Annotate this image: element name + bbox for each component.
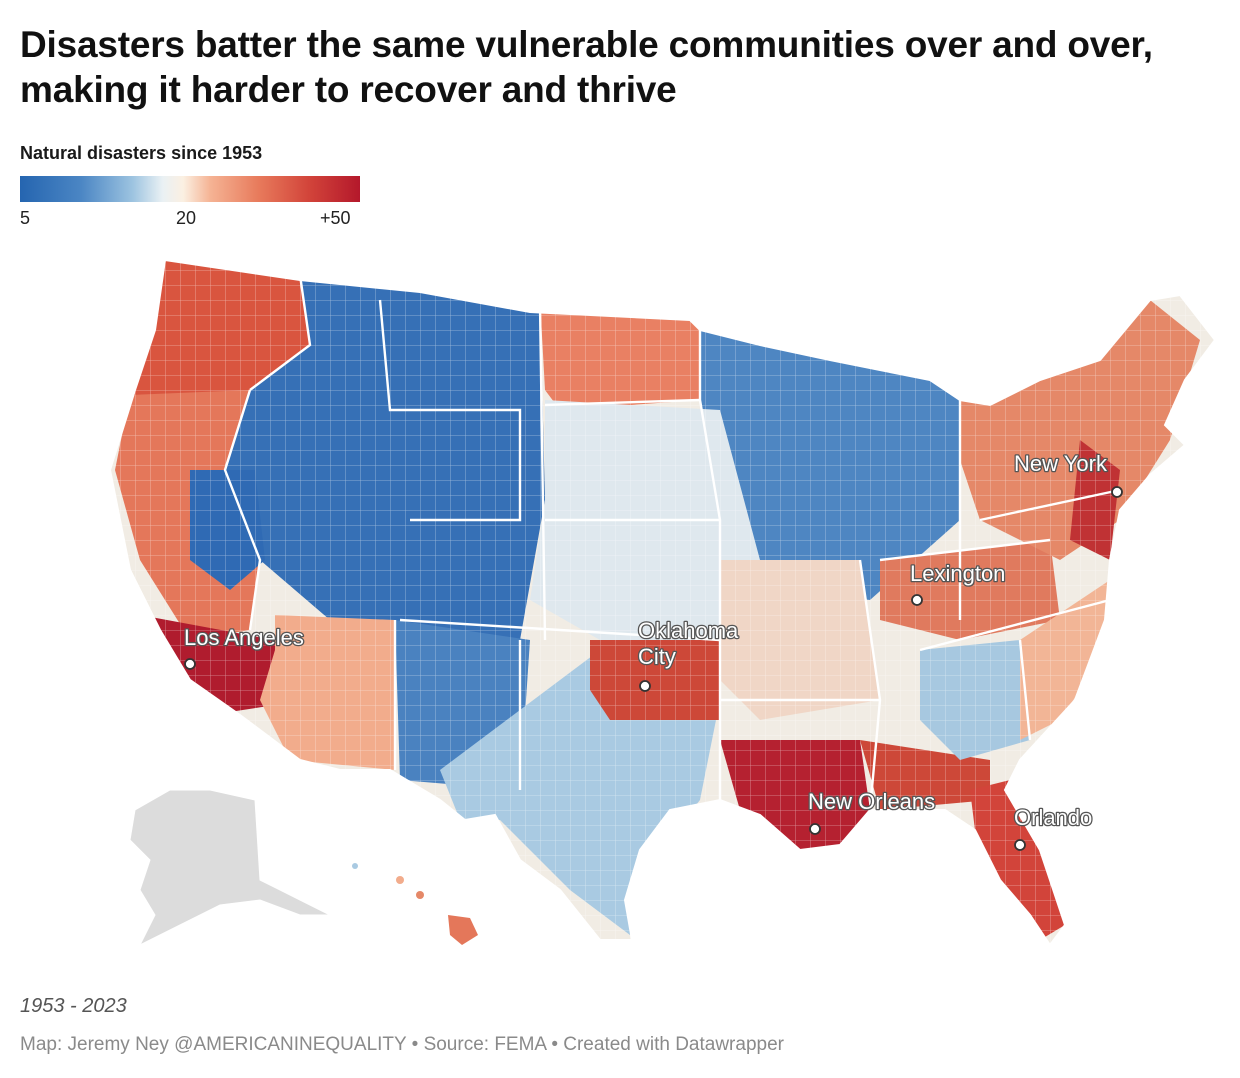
legend-title: Natural disasters since 1953 [20,143,263,163]
state-borders [223,274,1121,811]
hawaii [352,863,478,945]
city-label-new-york: New York [1014,451,1108,476]
legend-color-scale [20,176,360,202]
city-markers: Los Angeles Oklahoma City Lexington New … [183,450,1123,851]
city-marker-los-angeles[interactable] [184,658,196,670]
legend-max-label: +50 [320,208,351,228]
city-label-los-angeles: Los Angeles [184,625,304,650]
city-label-lexington: Lexington [910,561,1005,586]
city-label-new-orleans: New Orleans [808,789,935,814]
city-label-orlando: Orlando [1014,805,1092,830]
city-marker-new-orleans[interactable] [809,823,821,835]
city-marker-new-york[interactable] [1111,486,1123,498]
alaska [129,789,331,947]
city-marker-oklahoma-city[interactable] [639,680,651,692]
credits-line: Map: Jeremy Ney @AMERICANINEQUALITY • So… [20,1034,784,1055]
chart-title: Disasters batter the same vulnerable com… [20,24,1153,110]
legend-min-label: 5 [20,208,31,228]
city-label-oklahoma-city-line2: City [638,644,676,669]
us-outline [108,258,1217,947]
city-marker-lexington[interactable] [911,594,923,606]
city-label-oklahoma-city-line1: Oklahoma [638,618,739,643]
city-marker-orlando[interactable] [1014,839,1026,851]
time-period: 1953 - 2023 [20,995,127,1017]
legend-mid-label: 20 [176,208,197,228]
